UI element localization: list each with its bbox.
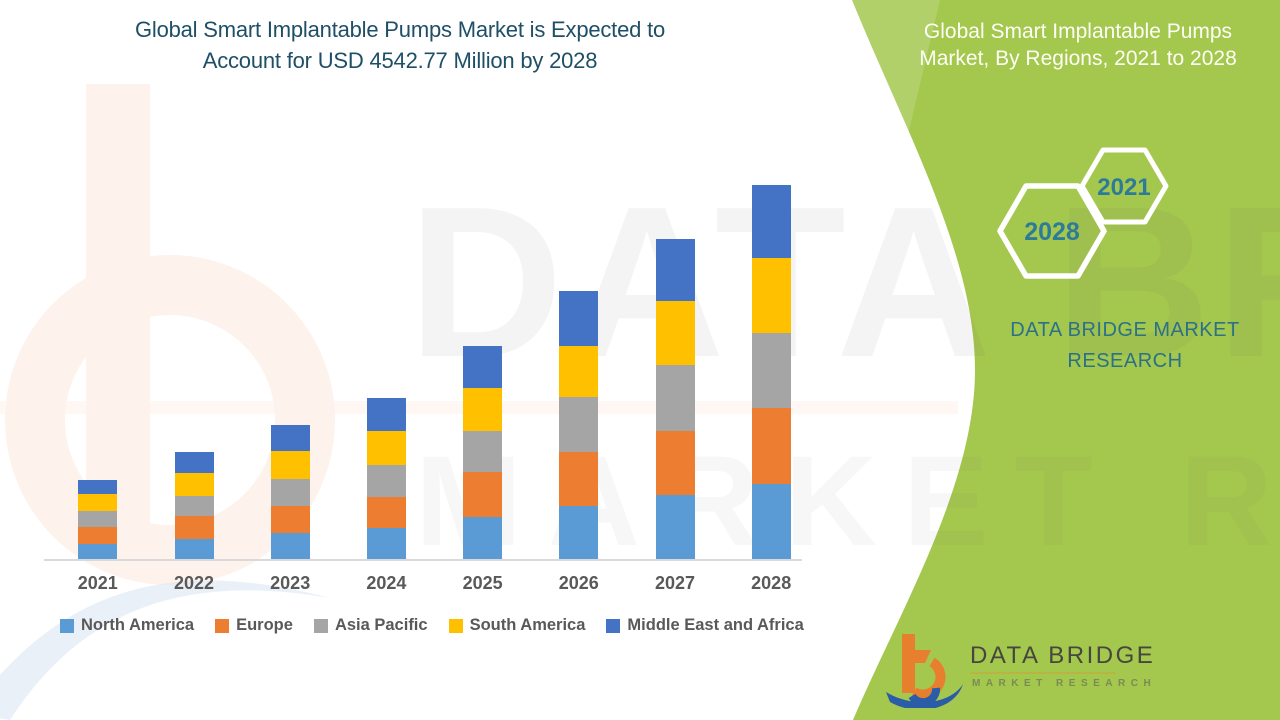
x-axis-label-2021: 2021	[77, 573, 118, 593]
segment-2023-asia-pacific	[270, 479, 310, 506]
brand-text-line1: DATA BRIDGE MARKET	[1010, 319, 1240, 341]
legend-swatch-icon	[313, 618, 328, 633]
x-axis-label-2025: 2025	[462, 573, 503, 593]
green-panel-shape	[852, 0, 1280, 720]
chart-title-line2: Account for USD 4542.77 Million by 2028	[202, 48, 598, 73]
bar-2021	[78, 480, 118, 559]
segment-2027-north-america	[655, 494, 695, 559]
segment-2024-south-america	[366, 430, 406, 465]
logo-underline	[970, 672, 1116, 674]
x-axis-label-2028: 2028	[751, 573, 792, 593]
segment-2021-europe	[78, 526, 118, 545]
legend-label: Asia Pacific	[334, 616, 428, 634]
segment-2021-south-america	[78, 494, 118, 511]
segment-2026-south-america	[559, 346, 599, 397]
legend: North America Europe Asia Pacific South Ame…	[60, 616, 804, 635]
hexagon-2021-label: 2021	[1097, 174, 1151, 201]
hexagon-2028-icon	[997, 183, 1107, 279]
segment-2025-asia-pacific	[463, 431, 503, 473]
legend-swatch-icon	[60, 618, 74, 633]
segment-2024-north-america	[366, 528, 406, 559]
brand-text: DATA BRIDGE MARKET RESEARCH	[960, 315, 1280, 377]
segment-2021-north-america	[78, 544, 118, 559]
segment-2028-north-america	[751, 484, 791, 559]
segment-2025-north-america	[463, 517, 503, 559]
side-panel-title: Global Smart Implantable Pumps Market, B…	[880, 18, 1276, 72]
x-axis-label-2027: 2027	[654, 573, 696, 593]
legend-swatch-icon	[215, 618, 230, 633]
legend-item-middle-east-and-africa: Middle East and Africa	[606, 616, 804, 635]
green-panel-light-wedge	[852, 0, 940, 160]
segment-2028-asia-pacific	[751, 333, 791, 408]
segment-2026-asia-pacific	[559, 396, 599, 452]
legend-item-asia-pacific: Asia Pacific	[313, 616, 428, 635]
segment-2022-middle-east-and-africa	[174, 451, 214, 473]
legend-label: Europe	[236, 616, 293, 634]
segment-2028-europe	[751, 408, 791, 484]
segment-2021-middle-east-and-africa	[78, 480, 118, 495]
brand-text-line2: RESEARCH	[1067, 350, 1183, 372]
segment-2021-asia-pacific	[78, 510, 118, 527]
bar-2027	[655, 239, 695, 559]
segment-2027-asia-pacific	[655, 364, 695, 432]
x-axis-line	[44, 559, 802, 561]
company-logo: DATA BRIDGE MARKET RESEARCH	[884, 628, 1153, 708]
segment-2022-europe	[174, 516, 214, 539]
segment-2024-asia-pacific	[366, 464, 406, 497]
bar-2026	[559, 290, 599, 559]
bar-2023	[270, 425, 310, 559]
hexagon-2021-icon	[1079, 147, 1169, 225]
segment-2025-south-america	[463, 388, 503, 432]
segment-2026-north-america	[559, 505, 599, 559]
blue-swoosh-watermark-icon	[0, 580, 330, 720]
legend-swatch-icon	[448, 618, 463, 633]
segment-2025-europe	[463, 472, 503, 518]
chart-title-line1: Global Smart Implantable Pumps Market is…	[134, 17, 666, 42]
segment-2026-middle-east-and-africa	[559, 290, 599, 347]
segment-2023-south-america	[270, 451, 310, 480]
segment-2028-middle-east-and-africa	[751, 184, 791, 258]
bar-2022	[174, 451, 214, 559]
side-panel-title-line1: Global Smart Implantable Pumps	[923, 20, 1233, 43]
segment-2023-europe	[270, 505, 310, 533]
bar-2024	[366, 398, 406, 559]
bar-2025	[463, 345, 503, 559]
x-axis-label-2023: 2023	[270, 573, 311, 593]
legend-label: North America	[81, 616, 195, 634]
hexagon-2028-label: 2028	[1024, 218, 1080, 246]
segment-2026-europe	[559, 451, 599, 506]
segment-2022-north-america	[174, 539, 214, 559]
legend-label: Middle East and Africa	[627, 616, 804, 634]
legend-label: South America	[469, 616, 586, 634]
data-bridge-logo-icon	[886, 634, 963, 708]
segment-2022-south-america	[174, 472, 214, 496]
side-panel-title-line2: Market, By Regions, 2021 to 2028	[919, 47, 1237, 70]
x-axis-label-2022: 2022	[173, 573, 215, 593]
x-axis-label-2026: 2026	[558, 573, 599, 593]
legend-swatch-icon	[606, 618, 621, 633]
segment-2023-middle-east-and-africa	[270, 425, 310, 452]
legend-item-north-america: North America	[60, 616, 194, 635]
logo-subtitle: MARKET RESEARCH	[972, 678, 1157, 689]
segment-2028-south-america	[751, 258, 791, 333]
legend-item-south-america: South America	[448, 616, 586, 635]
segment-2027-middle-east-and-africa	[655, 239, 695, 301]
segment-2024-middle-east-and-africa	[366, 398, 406, 431]
segment-2027-europe	[655, 431, 695, 495]
x-axis-label-2024: 2024	[366, 573, 407, 593]
segment-2023-north-america	[270, 533, 310, 559]
segment-2022-asia-pacific	[174, 495, 214, 516]
segment-2027-south-america	[655, 300, 695, 365]
segment-2025-middle-east-and-africa	[463, 345, 503, 389]
chart-title: Global Smart Implantable Pumps Market is…	[20, 14, 780, 76]
segment-2024-europe	[366, 496, 406, 528]
bar-2028	[751, 184, 791, 559]
logo-name: DATA BRIDGE	[970, 642, 1156, 669]
legend-item-europe: Europe	[215, 616, 293, 635]
